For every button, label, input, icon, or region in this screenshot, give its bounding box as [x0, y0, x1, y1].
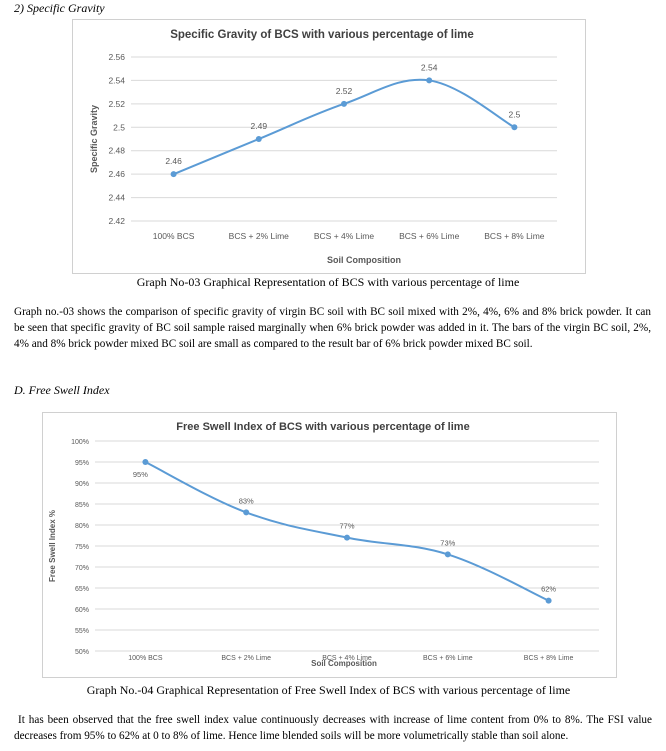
data-label: 73% — [440, 538, 455, 547]
data-point — [545, 597, 552, 604]
y-tick-label: 2.52 — [108, 99, 125, 109]
x-tick-label: BCS + 4% Lime — [314, 231, 375, 241]
data-label: 95% — [133, 470, 148, 479]
data-label: 2.46 — [165, 156, 182, 166]
section-heading-free-swell-index: D. Free Swell Index — [14, 383, 110, 397]
y-tick-label: 2.42 — [108, 216, 125, 226]
chart-specific-gravity-frame: Specific Gravity of BCS with various per… — [72, 19, 586, 274]
paragraph-graph-03-discussion: Graph no.-03 shows the comparison of spe… — [14, 306, 651, 350]
y-tick-label: 95% — [75, 460, 89, 467]
data-point — [255, 136, 262, 142]
y-tick-label: 2.48 — [108, 146, 125, 156]
y-tick-label: 85% — [75, 502, 89, 509]
x-tick-label: BCS + 2% Lime — [221, 655, 271, 662]
x-axis-label: Soil Composition — [327, 255, 401, 265]
y-tick-label: 80% — [75, 523, 89, 530]
x-tick-label: BCS + 8% Lime — [484, 231, 545, 241]
y-tick-label: 75% — [75, 544, 89, 551]
x-tick-label: BCS + 2% Lime — [229, 231, 290, 241]
x-tick-label: BCS + 4% Lime — [322, 655, 372, 662]
x-axis-label: Soil Composition — [311, 659, 377, 668]
y-tick-label: 2.5 — [113, 122, 125, 132]
chart-title: Specific Gravity of BCS with various per… — [170, 29, 474, 41]
y-tick-label: 2.56 — [108, 52, 125, 62]
section-heading-specific-gravity: 2) Specific Gravity — [14, 1, 105, 15]
figure-caption-graph-04: Graph No.-04 Graphical Representation of… — [86, 683, 571, 697]
figure-caption-graph-03: Graph No-03 Graphical Representation of … — [136, 275, 520, 289]
x-tick-label: BCS + 6% Lime — [399, 231, 460, 241]
data-point — [341, 100, 347, 107]
x-tick-label: BCS + 6% Lime — [423, 655, 473, 662]
y-tick-label: 70% — [75, 565, 89, 572]
data-point — [511, 124, 518, 131]
data-point — [344, 534, 350, 541]
data-label: 2.49 — [251, 121, 268, 131]
data-label: 83% — [239, 496, 254, 505]
data-label: 2.5 — [508, 109, 520, 119]
y-axis-label: Free Swell Index % — [48, 510, 57, 582]
data-point — [444, 551, 451, 558]
chart-specific-gravity: Specific Gravity of BCS with various per… — [89, 29, 557, 265]
y-tick-label: 2.44 — [108, 193, 125, 203]
x-tick-label: BCS + 8% Lime — [524, 655, 574, 662]
y-tick-label: 65% — [75, 586, 89, 593]
data-label: 62% — [541, 585, 556, 594]
data-label: 2.54 — [421, 62, 438, 72]
x-tick-label: 100% BCS — [128, 655, 163, 662]
y-tick-label: 2.54 — [108, 75, 125, 85]
x-tick-label: 100% BCS — [153, 231, 195, 241]
chart-free-swell-index-frame: Free Swell Index of BCS with various per… — [42, 412, 617, 678]
data-point — [243, 509, 250, 516]
data-point — [142, 459, 149, 465]
y-tick-label: 60% — [75, 607, 89, 614]
y-tick-label: 90% — [75, 481, 89, 488]
y-tick-label: 100% — [71, 439, 89, 446]
chart-free-swell-index: Free Swell Index of BCS with various per… — [48, 421, 599, 668]
y-tick-label: 2.46 — [108, 169, 125, 179]
data-point — [170, 171, 177, 178]
y-axis-label: Specific Gravity — [89, 105, 99, 173]
y-tick-label: 50% — [75, 649, 89, 656]
paragraph-graph-04-discussion: It has been observed that the free swell… — [14, 714, 652, 742]
y-tick-label: 55% — [75, 628, 89, 635]
chart-title: Free Swell Index of BCS with various per… — [176, 421, 469, 433]
data-point — [426, 77, 433, 84]
data-label: 2.52 — [336, 86, 353, 96]
data-label: 77% — [339, 522, 354, 531]
